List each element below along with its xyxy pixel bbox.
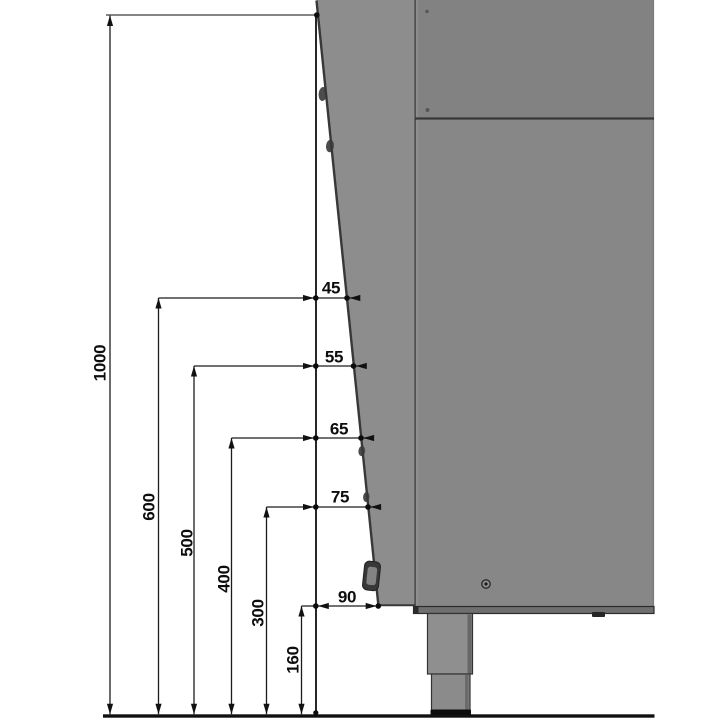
arrow-right-55 bbox=[303, 362, 314, 370]
arrow-right-65 bbox=[303, 434, 314, 442]
arrow-down-1000 bbox=[106, 703, 114, 715]
dot-slant-65 bbox=[358, 435, 364, 441]
offset-dim-label-90: 90 bbox=[337, 587, 357, 607]
offset-dim-label-65: 65 bbox=[329, 419, 349, 439]
arrow-down-400 bbox=[228, 703, 235, 715]
base-frame-strip bbox=[412, 605, 655, 615]
rear-foot-tab bbox=[592, 612, 605, 617]
base-frame-left-notch bbox=[413, 606, 419, 614]
seam-screw-top bbox=[425, 9, 429, 14]
leg-foot bbox=[430, 709, 471, 715]
dot-ref-75 bbox=[313, 504, 319, 510]
arrow-up-300 bbox=[263, 507, 270, 518]
arrow-left-75 bbox=[370, 503, 382, 511]
height-dim-label-400: 400 bbox=[214, 565, 234, 593]
offset-dim-label-55: 55 bbox=[324, 347, 344, 367]
dot-slant-75 bbox=[365, 504, 371, 510]
offset-dim-label-45: 45 bbox=[321, 278, 341, 298]
door-latch bbox=[362, 560, 381, 592]
ground-line bbox=[103, 714, 655, 718]
arrow-up-500 bbox=[190, 366, 198, 377]
dot-slant-90 bbox=[375, 603, 382, 609]
arrow-up-600 bbox=[155, 298, 162, 309]
body-screw-center bbox=[484, 582, 488, 586]
arrow-down-160 bbox=[298, 703, 305, 715]
dot-ref-90 bbox=[313, 603, 319, 609]
height-dim-label-160: 160 bbox=[283, 646, 303, 674]
seam-screw-mid bbox=[425, 108, 430, 112]
dot-slant-45 bbox=[344, 295, 350, 301]
arrow-left-45 bbox=[349, 294, 361, 302]
arrow-left-65 bbox=[363, 434, 375, 442]
dot-ref-ground bbox=[313, 710, 319, 716]
machine-door-panel bbox=[316, 0, 415, 606]
arrow-up-160 bbox=[298, 606, 305, 617]
dot-ref-45 bbox=[313, 295, 319, 301]
arrow-right-90 bbox=[365, 602, 377, 610]
dot-top-corner bbox=[314, 12, 320, 18]
machine-side-view bbox=[103, 0, 655, 718]
height-dim-label-1000: 1000 bbox=[90, 344, 109, 382]
arrow-up-1000 bbox=[106, 15, 114, 26]
height-dim-label-500: 500 bbox=[177, 529, 197, 557]
dot-ref-55 bbox=[313, 363, 319, 369]
height-dim-label-600: 600 bbox=[139, 493, 159, 521]
door-latch-inner bbox=[366, 566, 378, 586]
arrow-right-75 bbox=[303, 503, 314, 511]
dot-slant-55 bbox=[350, 363, 357, 369]
arrow-down-500 bbox=[190, 703, 198, 715]
dimension-arrows bbox=[106, 15, 382, 715]
arrow-down-300 bbox=[263, 703, 270, 715]
dot-ref-65 bbox=[313, 435, 319, 441]
arrow-up-400 bbox=[228, 438, 235, 449]
arrow-left-55 bbox=[356, 362, 367, 370]
dimension-dots bbox=[313, 12, 382, 716]
arrow-right-45 bbox=[303, 294, 314, 302]
leg-upper bbox=[426, 612, 474, 675]
height-dim-label-300: 300 bbox=[248, 599, 268, 627]
arrow-down-600 bbox=[155, 703, 162, 715]
leg-lower bbox=[430, 673, 471, 712]
arrow-left-90 bbox=[318, 602, 329, 610]
offset-dim-label-75: 75 bbox=[330, 487, 350, 507]
machine-body-top-section bbox=[415, 0, 654, 118]
